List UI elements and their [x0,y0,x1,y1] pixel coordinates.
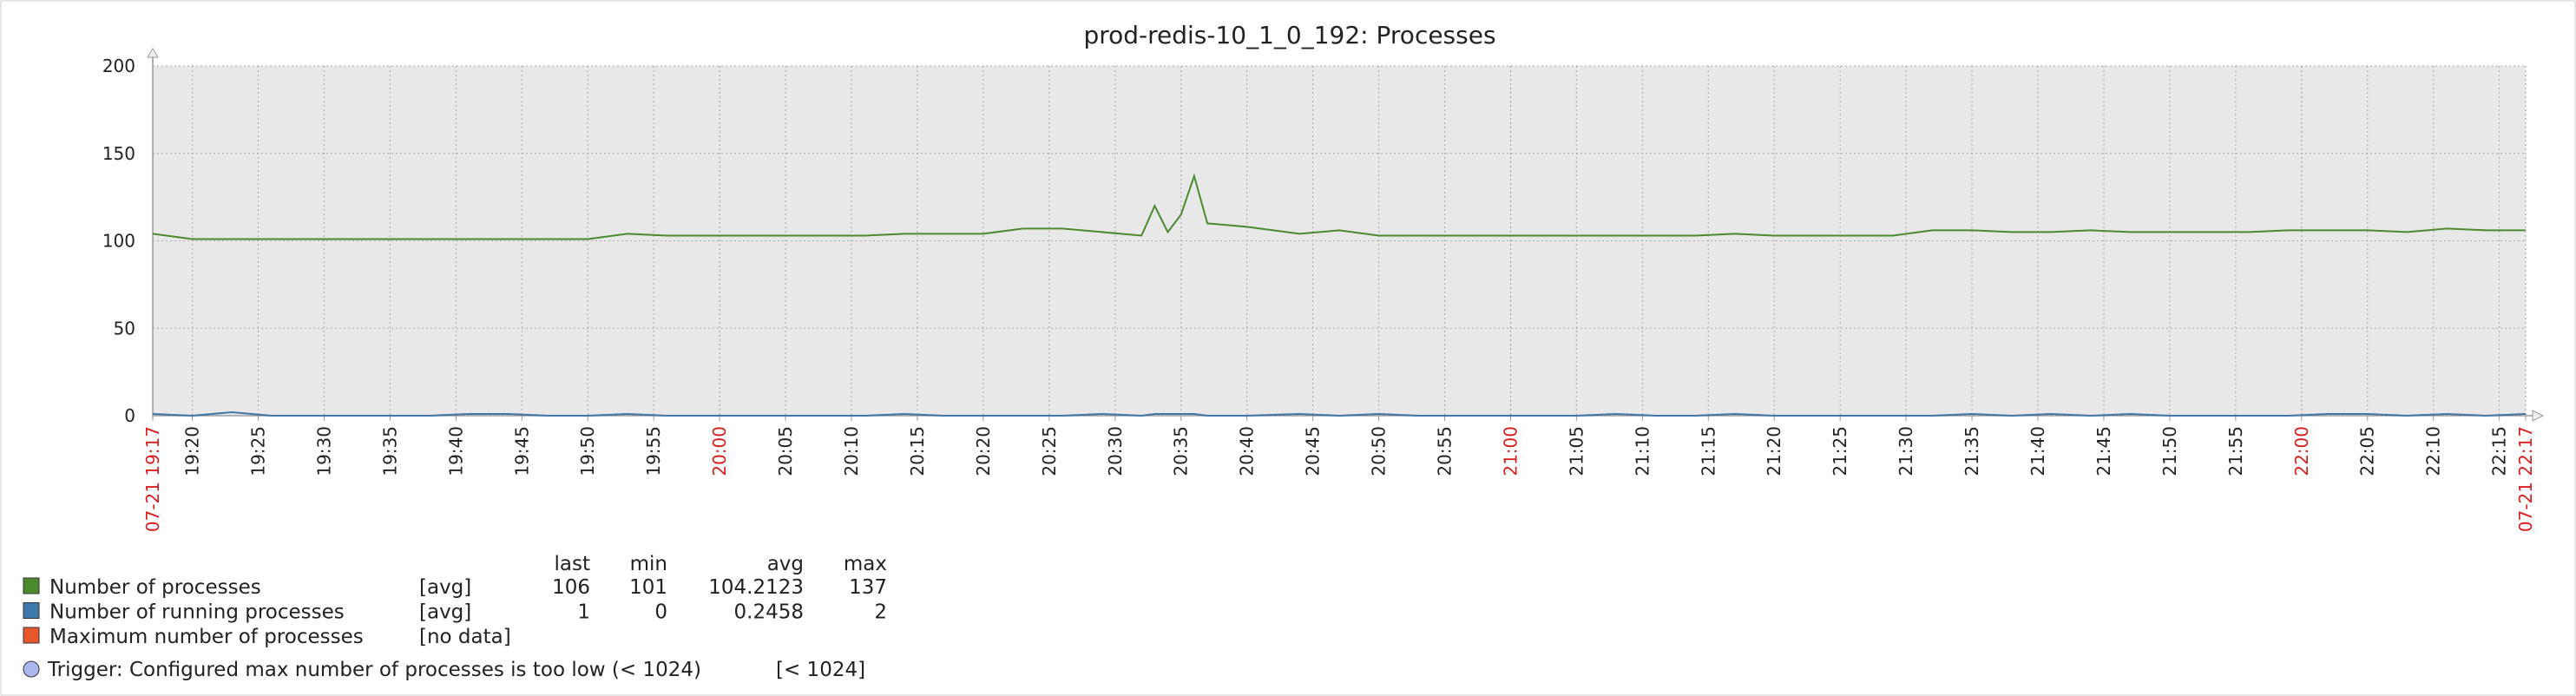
x-tick-label: 19:40 [445,426,466,476]
x-tick-label: 21:05 [1566,426,1587,476]
x-tick-label: 20:05 [775,426,796,476]
legend-header: avg [767,553,804,575]
x-tick-label: 19:50 [577,426,598,476]
legend-stat: 1 [577,601,590,624]
y-tick-label: 0 [124,405,135,426]
y-tick-label: 50 [114,318,135,338]
legend-func: [avg] [419,601,471,624]
x-tick-label: 20:20 [973,426,994,476]
legend-swatch [23,577,40,594]
x-tick-label: 20:55 [1435,426,1456,476]
legend-stat: 137 [849,576,887,599]
x-tick-label: 21:35 [1962,426,1982,476]
x-tick-label: 19:20 [182,426,203,476]
x-tick-label: 20:35 [1171,426,1192,476]
legend-header: min [630,553,667,575]
legend-swatch [23,602,40,619]
trigger-marker [23,660,40,678]
x-tick-label: 22:10 [2423,426,2444,476]
x-tick-label: 19:55 [643,426,664,476]
x-tick-label: 19:30 [313,426,334,476]
legend-label: Number of processes [49,576,261,599]
legend-stat: 106 [552,576,590,599]
chart-title: prod-redis-10_1_0_192: Processes [1083,21,1495,49]
legend-header: max [844,553,887,575]
x-tick-label: 20:00 [709,426,730,476]
x-tick-label: 21:20 [1764,426,1784,476]
x-tick-label: 21:30 [1896,426,1916,476]
trigger-threshold: [< 1024] [776,659,865,681]
x-tick-label: 19:25 [248,426,269,476]
legend-stat: 101 [629,576,667,599]
x-tick-label: 22:05 [2357,426,2378,476]
x-tick-label: 20:15 [907,426,928,476]
y-axis-arrow [147,48,159,58]
legend-stat: 0 [654,601,667,624]
x-tick-label: 19:45 [511,426,532,476]
x-tick-label: 22:00 [2291,426,2312,476]
series-line [152,173,2526,240]
legend-header: last [555,553,591,575]
legend-label: Maximum number of processes [49,626,364,648]
x-tick-label: 20:10 [841,426,862,476]
y-tick-label: 200 [102,56,135,76]
x-tick-label: 21:15 [1698,426,1718,476]
x-tick-label: 20:25 [1039,426,1060,476]
x-tick-label: 07-21 22:17 [2515,426,2536,532]
legend-stat: 0.2458 [734,601,804,624]
x-tick-label: 20:50 [1369,426,1390,476]
x-tick-label: 21:50 [2159,426,2180,476]
x-tick-label: 20:40 [1237,426,1258,476]
x-tick-label: 20:45 [1303,426,1324,476]
legend-swatch [23,627,40,644]
legend-label: Number of running processes [49,601,345,624]
x-tick-label: 21:00 [1500,426,1521,476]
x-tick-label: 21:10 [1632,426,1653,476]
legend-func: [avg] [419,576,471,599]
legend-func: [no data] [419,626,511,648]
trigger-label: Trigger: Configured max number of proces… [47,659,701,681]
x-axis-arrow [2532,410,2545,422]
legend-stat: 104.2123 [708,576,804,599]
x-tick-label: 21:40 [2027,426,2048,476]
y-tick-label: 150 [102,143,135,164]
series-line [152,410,2527,417]
x-tick-label: 22:15 [2489,426,2510,476]
x-tick-label: 21:55 [2225,426,2246,476]
x-tick-label: 20:30 [1105,426,1126,476]
y-tick-label: 100 [102,231,135,252]
legend-stat: 2 [874,601,887,624]
x-tick-label: 19:35 [379,426,400,476]
x-tick-label: 21:25 [1830,426,1850,476]
x-tick-label: 21:45 [2093,426,2114,476]
x-tick-label: 07-21 19:17 [142,426,163,532]
